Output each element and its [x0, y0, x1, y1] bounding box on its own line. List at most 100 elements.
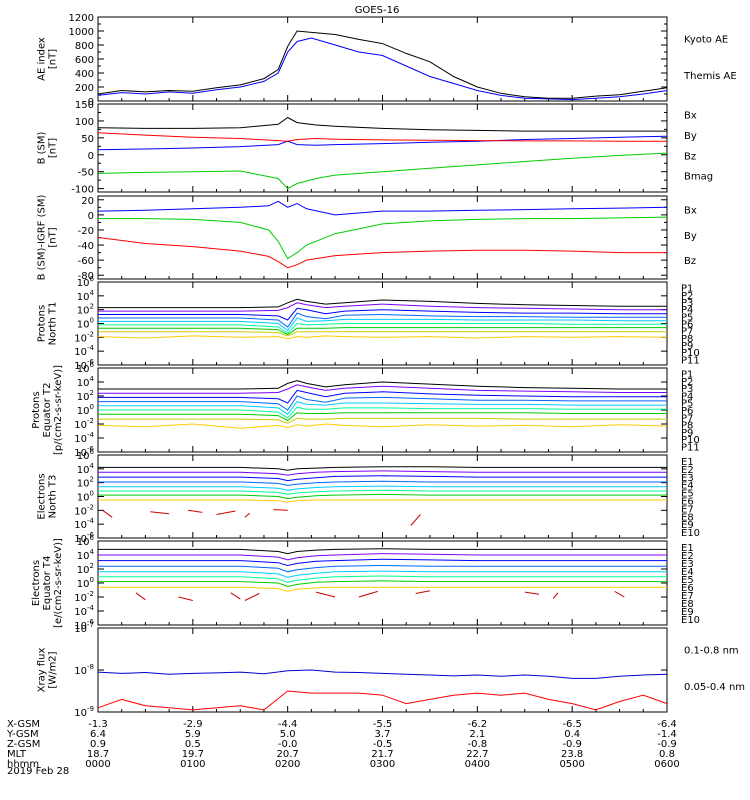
- series-fragment: [244, 512, 251, 518]
- y-tick-label: 200: [75, 83, 94, 94]
- y-axis-label: [nT]: [48, 227, 59, 247]
- x-row-value: 19.7: [182, 749, 204, 760]
- x-row-value: 0400: [465, 759, 490, 770]
- legend-entry: P6: [681, 320, 693, 331]
- legend-entry: By: [684, 131, 697, 142]
- legend-entry: Bz: [684, 151, 696, 162]
- series-line-bx: [97, 200, 668, 216]
- y-tick-label: -80: [78, 271, 94, 282]
- x-row-value: 0300: [370, 759, 395, 770]
- series-fragment: [524, 591, 540, 595]
- series-line-p8: [98, 417, 667, 424]
- series-line-e5: [98, 570, 667, 578]
- series-line-p6: [98, 322, 667, 334]
- series-line-p8: [98, 331, 667, 337]
- legend-entry: P8: [681, 421, 693, 432]
- legend: Kyoto AE Themis AE: [683, 35, 737, 83]
- legend-entry: P8: [681, 334, 693, 345]
- series-line-e6: [98, 489, 667, 495]
- legend-entry: E1: [681, 543, 694, 554]
- y-tick-label: 100: [77, 403, 94, 417]
- y-tick-label: 10-4: [74, 431, 94, 445]
- series-fragment: [415, 590, 430, 594]
- x-row-label: Z-GSM: [7, 739, 40, 750]
- x-row-value: 3.7: [375, 729, 391, 740]
- series-line-p3: [98, 307, 667, 321]
- y-axis-label: B (SM)-IGRF (SM): [37, 195, 48, 281]
- y-tick-label: 102: [77, 562, 94, 576]
- series-fragment: [244, 593, 260, 601]
- series-line-e1: [98, 548, 667, 555]
- y-tick-label: 102: [77, 476, 94, 490]
- y-tick-label: 0: [88, 97, 94, 108]
- series-line-e8: [98, 586, 667, 592]
- legend-entry: E2: [681, 551, 694, 562]
- x-row-value: 21.7: [371, 749, 393, 760]
- x-axis-table: X-GSM -1.3 -2.9 -4.4 -5.5 -6.2 -6.5 -6.4 Y-GSM 6.…: [6, 719, 680, 770]
- y-tick-label: 100: [77, 317, 94, 331]
- y-tick-label: -60: [78, 256, 94, 267]
- series-line-bz: [97, 237, 667, 269]
- series-line-p4: [98, 312, 667, 328]
- series-fragment: [178, 596, 193, 601]
- legend-entry: P4: [681, 305, 693, 316]
- series-line-0-1-0-8-nm: [97, 690, 668, 711]
- x-row-value: -0.8: [468, 739, 488, 750]
- legend-entry: P10: [681, 435, 700, 446]
- series-line-kyoto-ae: [97, 37, 668, 101]
- legend-entry: P2: [681, 291, 693, 302]
- x-row-label: hhmm: [7, 759, 39, 770]
- panel-2: -100 -50 0 50 100 150 B (SM) [nT] Bx By Bz Bmag: [37, 100, 714, 196]
- x-row-value: 0.8: [659, 749, 675, 760]
- series-line-e7: [98, 580, 667, 588]
- y-axis-label: Equator T4: [42, 556, 53, 611]
- legend-entry: E9: [681, 520, 694, 531]
- x-row-value: -0.5: [373, 739, 393, 750]
- y-axis-label: [p/(cm2-s-sr-keV)]: [53, 365, 64, 455]
- x-row-value: 0200: [275, 759, 300, 770]
- y-tick-label: 10-7: [74, 621, 94, 635]
- legend: Bx By Bz Bmag: [684, 110, 713, 182]
- y-axis-label: B (SM): [37, 131, 48, 164]
- x-row-value: 2.1: [469, 729, 485, 740]
- series-line-e3: [98, 475, 667, 482]
- y-tick-label: 106: [77, 361, 95, 375]
- y-tick-label: 106: [77, 275, 95, 289]
- y-tick-label: 10-2: [74, 330, 94, 344]
- y-axis-label: Protons: [37, 305, 48, 342]
- x-row-value: 22.7: [466, 749, 488, 760]
- x-row-value: 23.8: [561, 749, 583, 760]
- y-axis-label: [nT]: [48, 138, 59, 158]
- y-tick-label: 100: [77, 576, 94, 590]
- y-tick-label: 0: [88, 151, 94, 162]
- x-row-value: 5.0: [280, 729, 296, 740]
- series-fragment: [188, 509, 203, 513]
- series-line-e8: [98, 499, 667, 503]
- y-tick-label: 10-2: [74, 417, 94, 431]
- legend-entry: Bx: [684, 206, 697, 217]
- legend: 0.1-0.8 nm 0.05-0.4 nm: [684, 646, 745, 694]
- legend-entry: E6: [681, 583, 694, 594]
- y-axis-label: Electrons: [31, 560, 42, 606]
- series-line-e2: [98, 470, 667, 476]
- y-tick-label: 106: [77, 448, 95, 462]
- y-axis-label: [nT]: [48, 49, 59, 69]
- legend-entry: E9: [681, 607, 694, 618]
- series-line-p2: [98, 384, 667, 394]
- legend-entry: E2: [681, 465, 694, 476]
- series-fragment: [150, 511, 170, 515]
- series-line-bmag: [97, 116, 667, 132]
- legend-entry: E7: [681, 591, 694, 602]
- series-line-p7: [98, 412, 667, 422]
- series-line-e5: [98, 485, 667, 491]
- x-row-value: 20.7: [277, 749, 299, 760]
- x-row-value: -6.2: [468, 719, 488, 730]
- x-row-value: 0.4: [564, 729, 580, 740]
- y-tick-label: 102: [77, 303, 94, 317]
- legend-entry: 0.1-0.8 nm: [684, 646, 739, 657]
